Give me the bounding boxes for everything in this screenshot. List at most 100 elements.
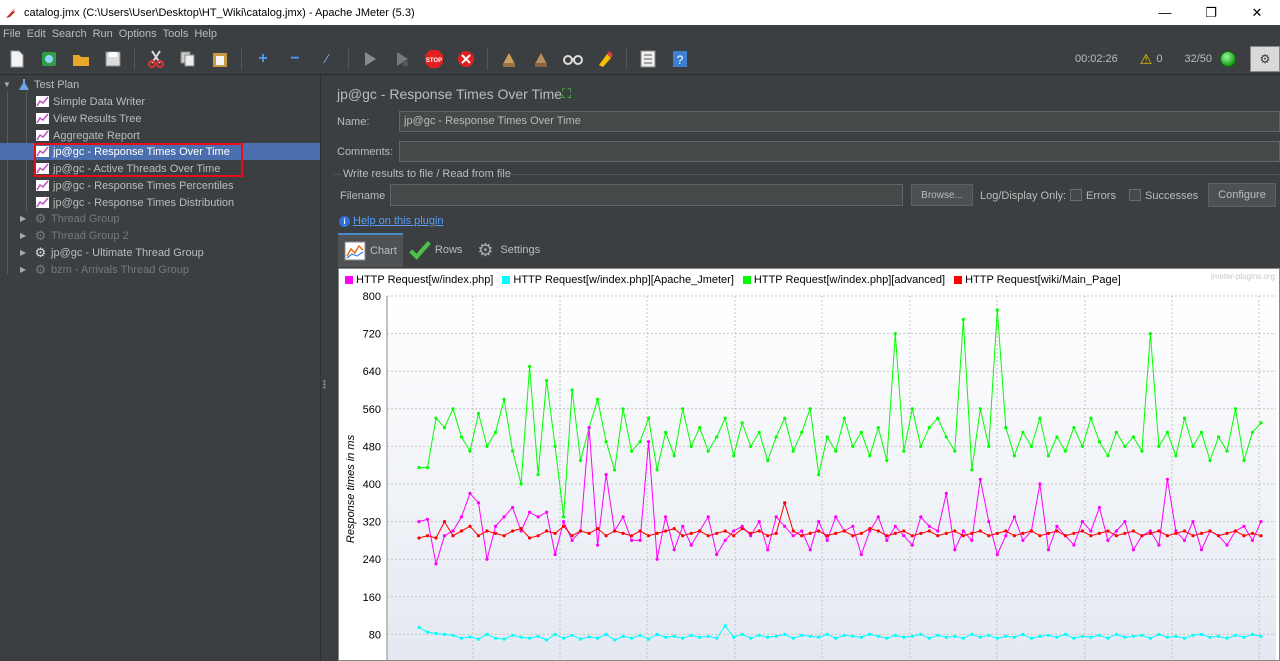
tree-node-label: Simple Data Writer xyxy=(53,95,146,108)
data-point xyxy=(1208,529,1212,533)
remote-engine-icon[interactable]: ⚙ xyxy=(1250,46,1280,72)
help-link-text[interactable]: Help on this plugin xyxy=(353,215,444,227)
panel-splitter[interactable]: • • • xyxy=(320,75,328,661)
tree-node-aggregate-report[interactable]: Aggregate Report xyxy=(36,127,140,144)
data-point xyxy=(732,534,736,538)
templates-icon[interactable] xyxy=(38,48,60,70)
reset-search-icon[interactable] xyxy=(594,48,616,70)
function-helper-icon[interactable] xyxy=(637,48,659,70)
tab-rows[interactable]: Rows xyxy=(403,233,469,267)
menu-tools[interactable]: Tools xyxy=(162,28,189,40)
data-point xyxy=(451,633,455,637)
copy-icon[interactable] xyxy=(177,48,199,70)
tree-node-thread-group[interactable]: ▶ ⚙ Thread Group xyxy=(20,210,119,227)
data-point xyxy=(536,473,540,477)
errors-checkbox[interactable] xyxy=(1070,189,1082,201)
data-point xyxy=(766,635,770,639)
menu-help[interactable]: Help xyxy=(194,28,217,40)
data-point xyxy=(587,635,591,639)
tab-chart[interactable]: Chart xyxy=(338,233,403,267)
paste-icon[interactable] xyxy=(209,48,231,70)
data-point xyxy=(1046,548,1050,552)
data-point xyxy=(511,529,515,533)
tab-label: Settings xyxy=(500,244,541,256)
legend-swatch xyxy=(742,276,751,284)
data-point xyxy=(672,454,676,458)
data-point xyxy=(553,531,557,535)
collapse-icon[interactable]: ▼ xyxy=(3,80,11,89)
collapse-all-icon[interactable]: − xyxy=(290,49,300,67)
data-point xyxy=(859,635,863,639)
tree-node-thread-group-2[interactable]: ▶ ⚙ Thread Group 2 xyxy=(20,227,129,244)
tree-node-simple-data-writer[interactable]: Simple Data Writer xyxy=(36,93,145,110)
status-area: 00:02:26 ⚠ 0 32/50 ⚙ xyxy=(1075,43,1280,75)
tree-node-view-results-tree[interactable]: View Results Tree xyxy=(36,110,141,127)
tree-node-response-times-distribution[interactable]: jp@gc - Response Times Distribution xyxy=(36,194,234,211)
restore-button[interactable]: ❐ xyxy=(1205,4,1217,20)
start-no-pauses-icon[interactable] xyxy=(391,48,413,70)
shutdown-icon[interactable] xyxy=(455,48,477,70)
menu-options[interactable]: Options xyxy=(118,28,157,40)
stop-icon[interactable]: STOP xyxy=(423,48,445,70)
menu-file[interactable]: File xyxy=(3,28,21,40)
tree-node-active-threads-over-time[interactable]: jp@gc - Active Threads Over Time xyxy=(36,160,220,177)
menu-edit[interactable]: Edit xyxy=(26,28,46,40)
data-point xyxy=(791,529,795,533)
legend-item: HTTP Request[w/index.php][advanced] xyxy=(742,274,945,286)
toolbar-separator xyxy=(134,47,135,70)
clear-icon[interactable] xyxy=(498,48,520,70)
clear-all-icon[interactable] xyxy=(530,48,552,70)
data-point xyxy=(1021,531,1025,535)
data-point xyxy=(442,632,447,636)
menu-search[interactable]: Search xyxy=(51,28,87,40)
cut-icon[interactable] xyxy=(145,48,167,70)
chart-legend: HTTP Request[w/index.php] HTTP Request[w… xyxy=(345,274,1130,286)
svg-text:STOP: STOP xyxy=(426,58,442,64)
tree-node-response-times-over-time[interactable]: jp@gc - Response Times Over Time xyxy=(0,143,320,160)
data-point xyxy=(919,531,923,535)
name-field[interactable]: jp@gc - Response Times Over Time xyxy=(399,111,1280,132)
series-line xyxy=(418,427,1262,565)
data-point xyxy=(1131,435,1135,439)
comments-field[interactable] xyxy=(399,141,1280,162)
data-point xyxy=(468,491,472,495)
expand-all-icon[interactable]: + xyxy=(258,49,268,67)
warning-icon[interactable]: ⚠ xyxy=(1139,50,1153,67)
save-icon[interactable] xyxy=(102,48,124,70)
maximize-icon[interactable]: ⛶ xyxy=(562,86,572,101)
tree-node-response-times-percentiles[interactable]: jp@gc - Response Times Percentiles xyxy=(36,177,234,194)
tab-settings[interactable]: ⚙ Settings xyxy=(468,233,546,267)
tree-node-test-plan[interactable]: ▼ Test Plan xyxy=(3,76,79,93)
close-button[interactable]: ✕ xyxy=(1251,4,1263,20)
successes-checkbox[interactable] xyxy=(1129,189,1141,201)
data-point xyxy=(1140,449,1144,453)
open-icon[interactable] xyxy=(70,48,92,70)
browse-button[interactable]: Browse... xyxy=(911,184,973,206)
data-point xyxy=(545,379,549,383)
tree-node-arrivals-thread-group[interactable]: ▶ ⚙ bzm - Arrivals Thread Group xyxy=(20,261,189,278)
filename-field[interactable] xyxy=(390,184,903,206)
search-icon[interactable] xyxy=(562,48,584,70)
help-link[interactable]: i Help on this plugin xyxy=(339,215,444,227)
menu-run[interactable]: Run xyxy=(92,28,113,40)
tree-node-ultimate-thread-group[interactable]: ▶ ⚙ jp@gc - Ultimate Thread Group xyxy=(20,244,204,261)
y-tick-label: 480 xyxy=(363,441,381,453)
help-icon[interactable]: ? xyxy=(669,48,691,70)
data-point xyxy=(825,632,829,636)
data-point xyxy=(766,458,770,463)
expand-icon[interactable]: ▶ xyxy=(20,231,27,240)
new-icon[interactable] xyxy=(6,48,28,70)
data-point xyxy=(1106,538,1110,542)
toggle-icon[interactable]: ⁄ xyxy=(325,51,329,66)
expand-icon[interactable]: ▶ xyxy=(20,214,27,223)
configure-button[interactable]: Configure xyxy=(1208,183,1276,207)
start-icon[interactable] xyxy=(359,48,381,70)
minimize-button[interactable]: — xyxy=(1158,5,1172,20)
data-point xyxy=(936,633,940,637)
data-point xyxy=(740,421,744,425)
data-point xyxy=(1123,531,1127,535)
expand-icon[interactable]: ▶ xyxy=(20,265,27,274)
data-point xyxy=(995,531,999,535)
expand-icon[interactable]: ▶ xyxy=(20,248,27,257)
data-point xyxy=(528,510,532,514)
